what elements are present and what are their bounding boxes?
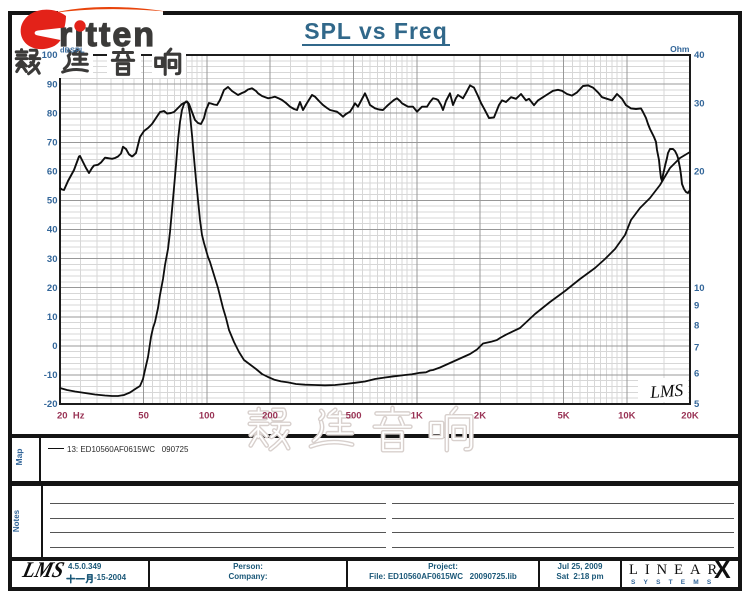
svg-text:7: 7 — [694, 343, 699, 354]
svg-text:100: 100 — [199, 411, 215, 422]
svg-text:9: 9 — [694, 301, 699, 312]
svg-text:20: 20 — [47, 283, 58, 294]
svg-text:30: 30 — [694, 99, 705, 110]
svg-text:dBSPL: dBSPL — [60, 46, 85, 55]
svg-text:40: 40 — [694, 50, 705, 61]
svg-text:100: 100 — [42, 50, 58, 61]
svg-text:Ohm: Ohm — [670, 44, 690, 54]
svg-text:80: 80 — [47, 108, 58, 119]
svg-text:90: 90 — [47, 79, 58, 90]
svg-text:10: 10 — [694, 283, 705, 294]
svg-text:20K: 20K — [681, 411, 699, 422]
svg-text:6: 6 — [694, 369, 699, 380]
svg-text:30: 30 — [47, 254, 58, 265]
svg-text:500: 500 — [346, 411, 362, 422]
svg-text:70: 70 — [47, 137, 58, 148]
svg-text:-10: -10 — [44, 370, 58, 381]
svg-text:-20: -20 — [44, 399, 58, 410]
svg-text:LMS: LMS — [648, 380, 684, 402]
svg-text:2K: 2K — [474, 411, 486, 422]
svg-text:10K: 10K — [618, 411, 636, 422]
svg-text:8: 8 — [694, 320, 699, 331]
svg-text:1K: 1K — [411, 411, 423, 422]
svg-text:20: 20 — [694, 167, 705, 178]
svg-text:10: 10 — [47, 312, 58, 323]
svg-text:200: 200 — [262, 411, 278, 422]
svg-text:5: 5 — [694, 399, 700, 410]
svg-text:50: 50 — [138, 411, 149, 422]
svg-text:0: 0 — [52, 341, 57, 352]
svg-text:20 Hz: 20 Hz — [57, 411, 85, 422]
svg-text:50: 50 — [47, 196, 58, 207]
svg-text:40: 40 — [47, 225, 58, 236]
svg-text:60: 60 — [47, 167, 58, 178]
svg-text:5K: 5K — [558, 411, 570, 422]
